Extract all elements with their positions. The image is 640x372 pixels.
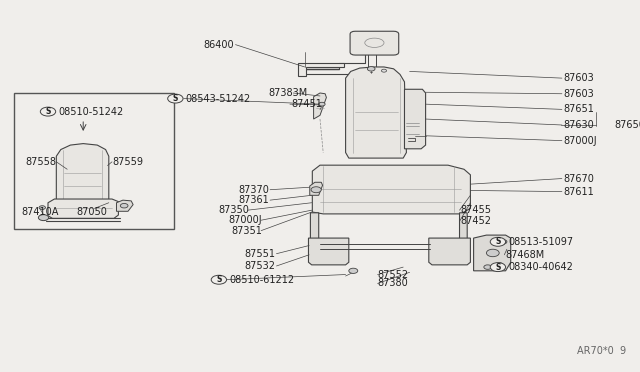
Text: 87000J: 87000J [228,215,262,225]
Text: 87630: 87630 [563,120,594,130]
FancyBboxPatch shape [350,31,399,55]
Polygon shape [310,182,323,195]
Text: 87380: 87380 [378,279,408,288]
Polygon shape [429,238,470,265]
Polygon shape [460,213,467,242]
Circle shape [349,268,358,273]
Circle shape [490,263,506,272]
Text: 87611: 87611 [563,187,594,196]
Circle shape [499,240,507,244]
Circle shape [168,94,183,103]
Circle shape [495,263,503,267]
Text: 87650: 87650 [614,120,640,130]
Text: S: S [216,275,221,284]
Polygon shape [116,200,133,211]
Text: 08513-51097: 08513-51097 [508,237,573,247]
Text: 87559: 87559 [112,157,143,167]
Text: 87532: 87532 [244,261,275,271]
Text: 87351: 87351 [232,226,262,235]
Text: 87651: 87651 [563,105,594,114]
Text: 87451: 87451 [291,99,322,109]
Text: 87361: 87361 [238,195,269,205]
Text: 87370: 87370 [238,185,269,195]
Text: 87452: 87452 [461,217,492,226]
Text: 87410A: 87410A [21,207,58,217]
Text: 87558: 87558 [26,157,56,167]
Text: S: S [173,94,178,103]
Text: 87603: 87603 [563,73,594,83]
Circle shape [484,265,492,269]
Text: S: S [45,107,51,116]
Text: 87552: 87552 [378,270,409,279]
Circle shape [490,237,506,246]
Text: 87468M: 87468M [506,250,545,260]
Bar [14,93,174,229]
Circle shape [319,102,325,106]
Circle shape [381,69,387,72]
Text: 87350: 87350 [219,205,250,215]
Text: 08510-61212: 08510-61212 [229,275,294,285]
Text: 87000J: 87000J [563,136,597,145]
Circle shape [38,215,49,221]
Circle shape [120,203,128,208]
Text: AR70*0  9: AR70*0 9 [577,346,626,356]
Text: 87050: 87050 [77,207,108,217]
Text: 08510-51242: 08510-51242 [58,107,124,116]
Text: 87603: 87603 [563,89,594,99]
Polygon shape [312,165,470,214]
Text: 87383M: 87383M [269,88,308,98]
Polygon shape [404,89,426,149]
Text: 86400: 86400 [203,40,234,49]
Text: 87551: 87551 [244,249,275,259]
Polygon shape [346,67,406,158]
Circle shape [311,187,321,193]
Ellipse shape [365,38,384,47]
Circle shape [40,107,56,116]
Text: 87455: 87455 [461,205,492,215]
Circle shape [39,206,45,209]
Polygon shape [308,238,349,265]
Circle shape [486,249,499,257]
Polygon shape [310,213,319,242]
Text: 87670: 87670 [563,174,594,183]
Text: 08543-51242: 08543-51242 [186,94,251,103]
Polygon shape [298,63,344,76]
Polygon shape [314,93,326,119]
Polygon shape [474,235,511,271]
Text: 08340-40642: 08340-40642 [508,262,573,272]
Text: S: S [495,263,500,272]
Text: S: S [495,237,500,246]
Circle shape [367,67,375,71]
Circle shape [211,275,227,284]
Polygon shape [56,144,109,206]
Polygon shape [48,199,118,218]
